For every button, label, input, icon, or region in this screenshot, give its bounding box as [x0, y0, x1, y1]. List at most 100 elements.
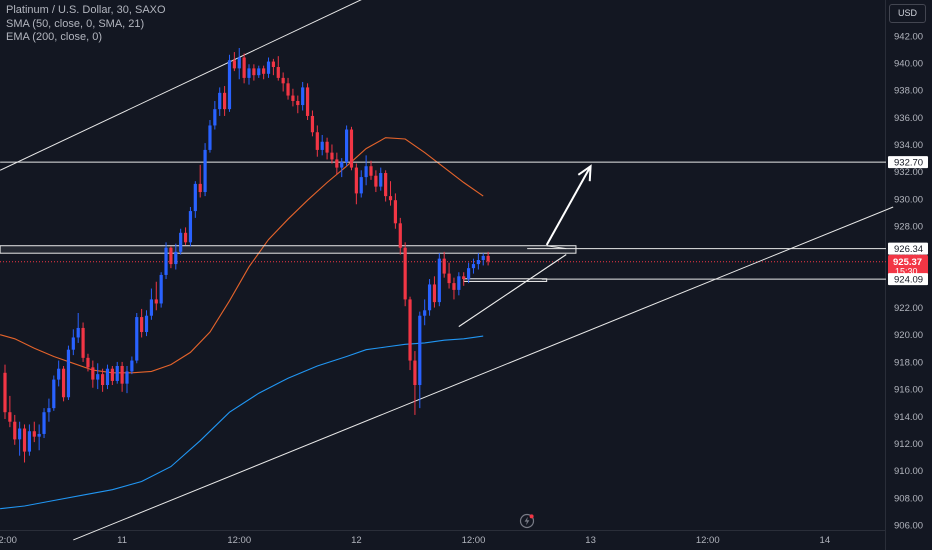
candle-body: [86, 357, 90, 368]
symbol-title[interactable]: Platinum / U.S. Dollar, 30, SAXO: [6, 4, 166, 16]
price-level-badge: [888, 273, 928, 286]
drawings-layer[interactable]: [0, 0, 894, 541]
candle-body: [198, 183, 202, 193]
candle-body: [213, 109, 217, 126]
candle-body: [125, 371, 129, 384]
candle-body: [374, 175, 378, 187]
candle-body: [18, 428, 22, 440]
candle-body: [452, 283, 456, 290]
candle-body: [481, 255, 485, 260]
candle-body: [183, 232, 188, 243]
candle-body: [398, 223, 402, 248]
candle-body: [101, 374, 105, 386]
candle-body: [27, 431, 31, 452]
candle-body: [227, 60, 232, 110]
trend-line[interactable]: [73, 206, 894, 541]
price-level-label: 932.70: [894, 158, 923, 169]
candle-body: [301, 87, 305, 106]
price-level-badge: [888, 156, 928, 169]
trend-line[interactable]: [0, 0, 386, 171]
candle-body: [91, 367, 95, 380]
candle-body: [413, 360, 417, 386]
support-zone[interactable]: [463, 278, 548, 282]
candle-body: [403, 247, 407, 300]
candle-body: [47, 408, 51, 413]
candle-body: [13, 421, 17, 440]
candle-body: [154, 299, 158, 304]
sma-layer: [0, 137, 484, 374]
sma-legend[interactable]: SMA (50, close, 0, SMA, 21): [6, 17, 145, 30]
ema-legend[interactable]: EMA (200, close, 0): [6, 31, 102, 43]
arrow-shaft[interactable]: [545, 165, 592, 246]
current-price-badge: [888, 254, 928, 276]
candle-body: [81, 327, 85, 358]
candle-body: [330, 152, 334, 160]
candle-body: [325, 141, 329, 153]
y-tick-label: 914.00: [894, 412, 923, 423]
y-tick-label: 920.00: [894, 330, 923, 341]
candle-body: [188, 211, 193, 243]
candle-body: [61, 368, 66, 398]
x-tick-label: 12:00: [696, 535, 720, 546]
candle-body: [57, 368, 61, 380]
x-tick-label: 12:00: [0, 535, 17, 546]
candle-body: [32, 431, 36, 437]
time-axis[interactable]: 12:00 11 12:00 12 12:00 13 12:00 14: [0, 535, 830, 546]
candle-body: [149, 299, 153, 316]
chart-legend: Platinum / U.S. Dollar, 30, SAXO SMA (50…: [6, 4, 166, 45]
candle-body: [252, 68, 256, 76]
lightning-icon[interactable]: [519, 513, 535, 529]
candle-body: [262, 68, 266, 74]
candle-body: [242, 57, 246, 78]
candle-body: [408, 299, 412, 361]
resistance-zone[interactable]: [0, 245, 577, 254]
candle-body: [174, 251, 178, 265]
candle-body: [37, 433, 41, 437]
candle-body: [427, 284, 432, 311]
trend-line[interactable]: [546, 245, 567, 250]
candle-body: [105, 368, 110, 386]
candle-body: [193, 183, 197, 212]
ema-line: [0, 335, 484, 510]
candle-body: [237, 57, 241, 69]
candle-body: [320, 141, 324, 150]
currency-button[interactable]: USD: [889, 4, 926, 23]
candle-body: [71, 337, 75, 350]
candle-body: [266, 61, 271, 74]
candle-body: [437, 258, 441, 303]
candle-body: [179, 232, 183, 252]
y-tick-label: 942.00: [894, 31, 923, 42]
y-tick-label: 906.00: [894, 521, 923, 532]
candle-body: [159, 274, 163, 304]
candle-body: [393, 200, 397, 224]
y-tick-label: 912.00: [894, 439, 923, 450]
candles-layer: [3, 47, 490, 463]
x-tick-label: 11: [117, 535, 127, 546]
y-tick-label: 908.00: [894, 493, 923, 504]
candle-body: [296, 100, 300, 106]
y-tick-label: 918.00: [894, 357, 923, 368]
y-tick-label: 910.00: [894, 466, 923, 477]
candle-body: [96, 374, 100, 380]
candle-body: [218, 92, 222, 110]
candle-body: [471, 264, 476, 269]
candle-body: [476, 259, 480, 265]
candle-body: [3, 372, 7, 413]
candle-body: [467, 268, 471, 280]
candle-body: [130, 360, 134, 372]
trend-line[interactable]: [458, 254, 567, 328]
sma-line: [0, 137, 484, 374]
arrow-head[interactable]: [577, 164, 592, 182]
candle-body: [232, 60, 236, 69]
candle-body: [110, 368, 114, 381]
candle-body: [203, 149, 207, 193]
candle-body: [486, 255, 490, 262]
candle-body: [115, 365, 119, 381]
x-tick-label: 14: [820, 535, 831, 546]
candle-body: [271, 61, 275, 68]
y-tick-label: 922.00: [894, 303, 923, 314]
candle-body: [286, 83, 290, 96]
price-level-badge: [888, 242, 928, 255]
